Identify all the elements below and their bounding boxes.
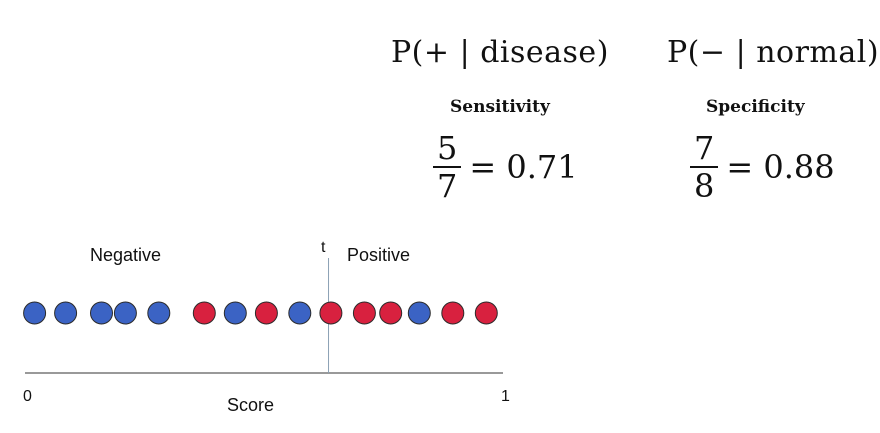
negative-region-label: Negative	[90, 245, 162, 265]
positive-region-label: Positive	[347, 245, 411, 265]
normal-point	[54, 301, 78, 325]
sensitivity-numerator: 5	[437, 129, 458, 167]
disease-point	[379, 301, 403, 325]
sensitivity-result: = 0.71	[469, 148, 578, 186]
score-points	[23, 301, 498, 325]
normal-point	[407, 301, 431, 325]
normal-point	[147, 301, 171, 325]
specificity-fraction: 7 8	[690, 129, 719, 205]
disease-point	[319, 301, 343, 325]
threshold-label: t	[321, 239, 326, 256]
specificity-numerator: 7	[694, 129, 715, 167]
fraction-bar	[433, 166, 462, 168]
fraction-bar	[690, 166, 719, 168]
specificity-denominator: 8	[694, 167, 715, 205]
disease-point	[352, 301, 376, 325]
specificity-label: Specificity	[706, 97, 805, 117]
specificity-result: = 0.88	[726, 148, 835, 186]
sensitivity-label: Sensitivity	[450, 97, 550, 117]
disease-point	[192, 301, 216, 325]
score-axis-label: Score	[227, 395, 275, 415]
axis-max-tick: 1	[501, 388, 510, 405]
disease-point	[254, 301, 278, 325]
sensitivity-fraction: 5 7	[433, 129, 462, 205]
disease-point	[474, 301, 498, 325]
specificity-formula: P(− | normal)	[667, 35, 880, 70]
specificity-equation: 7 8 = 0.88	[690, 130, 835, 204]
sensitivity-equation: 5 7 = 0.71	[433, 130, 578, 204]
normal-point	[90, 301, 113, 325]
normal-point	[23, 301, 47, 325]
sensitivity-formula: P(+ | disease)	[391, 35, 609, 70]
normal-point	[288, 301, 312, 325]
axis-min-tick: 0	[23, 388, 32, 405]
normal-point	[223, 301, 247, 325]
normal-point	[113, 301, 137, 325]
sensitivity-denominator: 7	[437, 167, 458, 205]
disease-point	[441, 301, 465, 325]
